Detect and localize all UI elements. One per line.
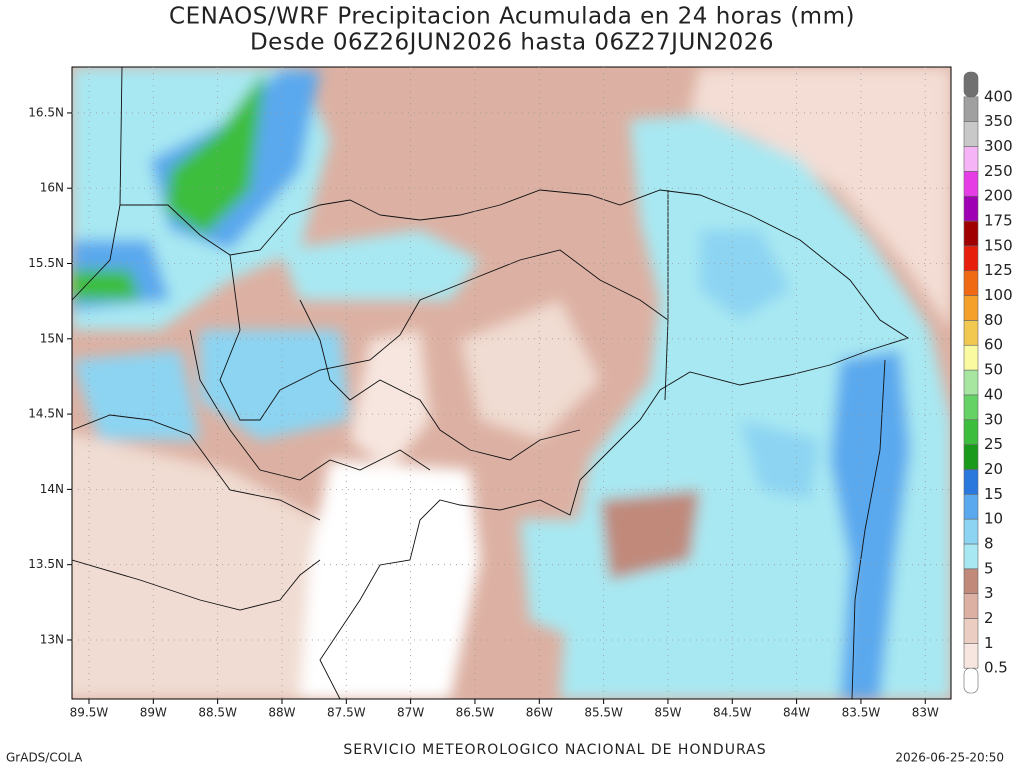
x-tick-label: 85W [654,706,681,720]
colorbar-label: 80 [984,311,1003,329]
colorbar-label: 0.5 [984,659,1008,677]
colorbar-box [963,171,979,197]
colorbar-label: 125 [984,261,1013,279]
x-tick-label: 83W [912,706,939,720]
colorbar-label: 150 [984,236,1013,254]
footer-center: SERVICIO METEOROLOGICO NACIONAL DE HONDU… [343,742,766,758]
colorbar-box [963,220,979,247]
colorbar-box [963,543,979,570]
map-frame [71,66,952,700]
colorbar-label: 25 [984,435,1003,453]
colorbar-box [963,493,979,520]
colorbar-box [963,295,979,321]
y-tick-label: 14N [40,482,64,496]
colorbar-label: 10 [984,510,1003,528]
y-tick-label: 13N [40,632,64,646]
colorbar-label: 30 [984,410,1003,428]
colorbar-box [963,419,979,445]
colorbar-label: 3 [984,584,994,602]
x-tick-label: 86.5W [456,706,495,720]
title-line-1: CENAOS/WRF Precipitacion Acumulada en 24… [169,4,855,30]
x-tick-label: 89.5W [70,706,109,720]
colorbar-label: 175 [984,212,1013,230]
x-tick-label: 84W [783,706,810,720]
footer-left: GrADS/COLA [6,751,83,765]
x-tick-label: 85.5W [584,706,623,720]
colorbar-box [963,469,979,495]
graticule: 89.5W 89W 88.5W 88W 87.5W 87W 86.5W 86W 85.5W 85W… [28,67,951,720]
y-tick-label: 13.5N [28,557,64,571]
title-line-2: Desde 06Z26JUN2026 hasta 06Z27JUN2026 [250,30,774,56]
precip-field [72,67,951,699]
colorbar-box [963,245,979,272]
x-tick-label: 83.5W [842,706,881,720]
colorbar-box [963,518,979,545]
colorbar-box [963,369,979,396]
x-tick-label: 88W [268,706,295,720]
y-tick-label: 15.5N [28,256,64,270]
colorbar-box [963,344,979,371]
y-tick-label: 16.5N [28,105,64,119]
colorbar-box [963,593,979,619]
colorbar-box [963,568,979,594]
x-tick-label: 86W [526,706,553,720]
footer-right: 2026-06-25-20:50 [895,751,1004,765]
colorbar-label: 40 [984,385,1003,403]
colorbar-box [963,667,979,694]
colorbar-label: 8 [984,534,994,552]
x-tick-label: 87.5W [327,706,366,720]
colorbar: 0.5 1 2 3 5 8 10 15 20 25 30 40 50 60 80 100 125 150 175 20… [963,71,1013,694]
colorbar-box [963,96,979,122]
colorbar-label: 50 [984,361,1003,379]
colorbar-box [963,195,979,222]
colorbar-box [963,394,979,421]
colorbar-label: 350 [984,112,1013,130]
colorbar-label: 300 [984,137,1013,155]
colorbar-box [963,121,979,147]
colorbar-label: 60 [984,336,1003,354]
y-tick-label: 14.5N [28,407,64,421]
colorbar-box [963,71,979,98]
colorbar-box [963,320,979,346]
colorbar-label: 250 [984,162,1013,180]
colorbar-box [963,270,979,296]
colorbar-box [963,444,979,470]
colorbar-box [963,146,979,172]
colorbar-label: 15 [984,485,1003,503]
x-tick-label: 88.5W [198,706,237,720]
colorbar-label: 2 [984,609,994,627]
x-tick-label: 87W [397,706,424,720]
colorbar-label: 1 [984,634,994,652]
colorbar-box [963,618,979,644]
borders [72,67,910,699]
colorbar-box [963,643,979,669]
y-tick-label: 15N [40,331,64,345]
y-tick-label: 16N [40,181,64,195]
colorbar-label: 200 [984,187,1013,205]
colorbar-label: 400 [984,87,1013,105]
colorbar-label: 5 [984,559,994,577]
colorbar-label: 100 [984,286,1013,304]
x-tick-label: 84.5W [713,706,752,720]
x-tick-label: 89W [140,706,167,720]
colorbar-label: 20 [984,460,1003,478]
